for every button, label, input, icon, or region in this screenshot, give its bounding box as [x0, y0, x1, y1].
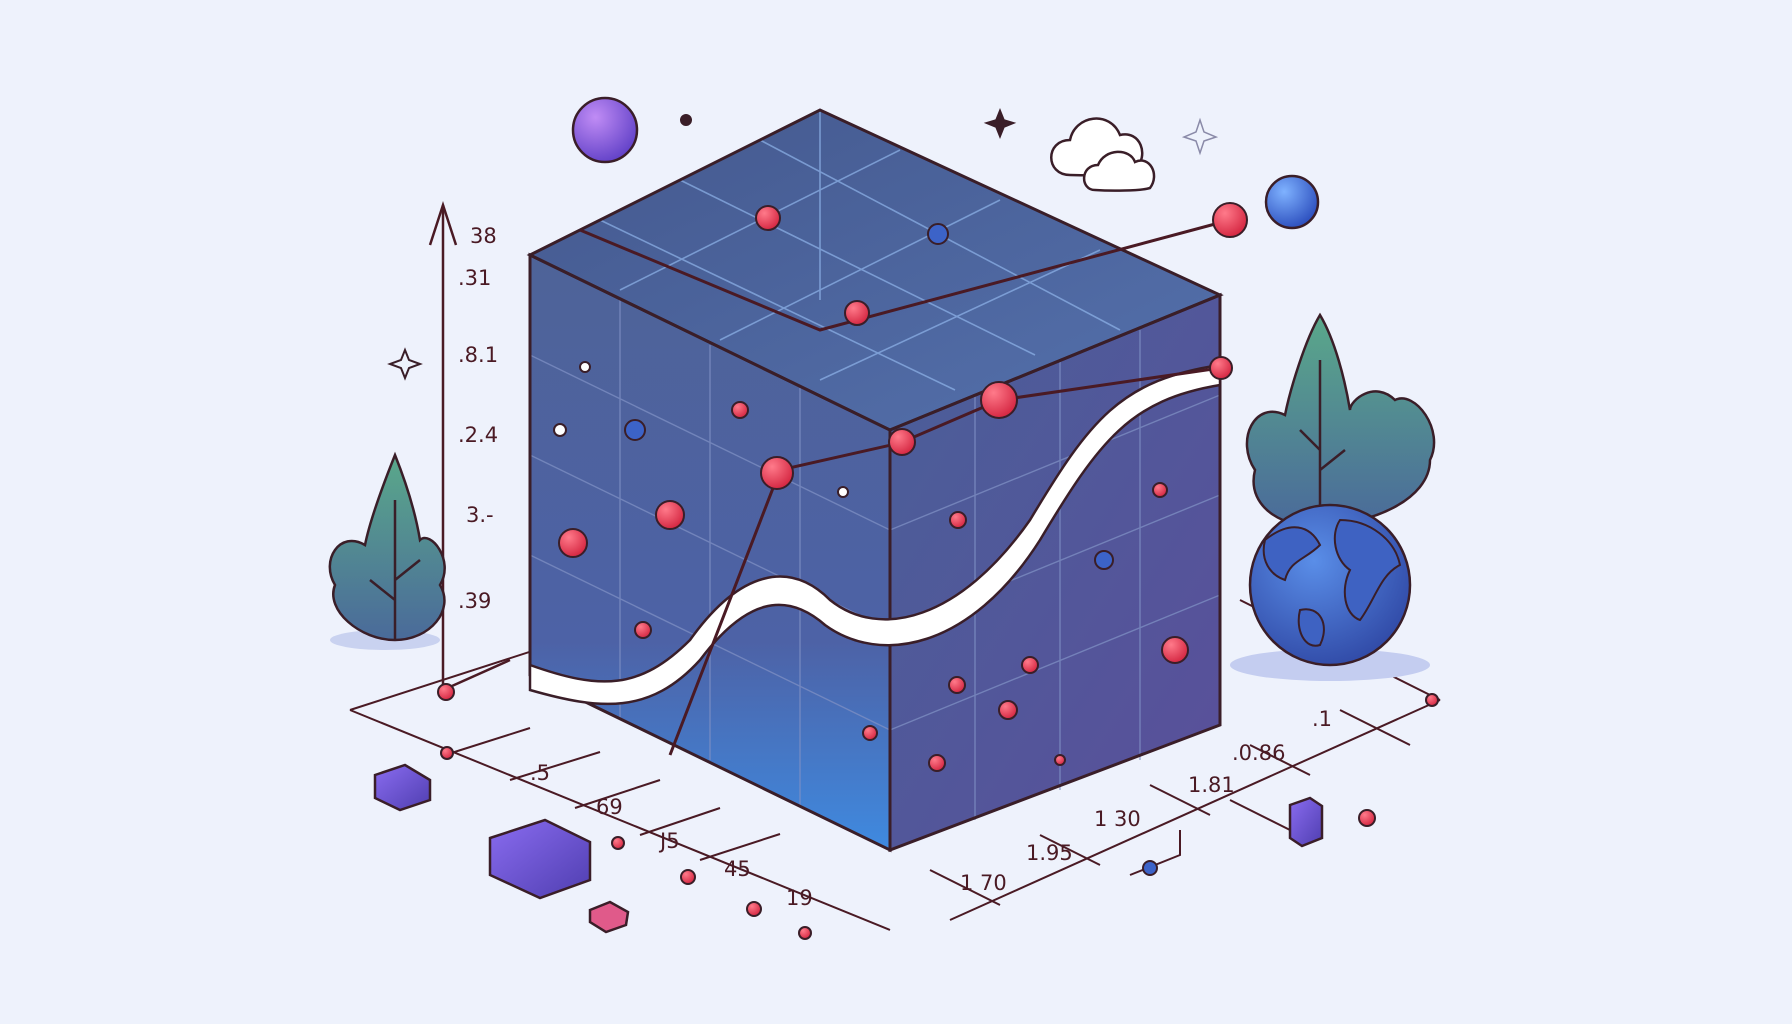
y-tick-label: .31: [458, 266, 491, 290]
globe-icon: [1230, 503, 1430, 681]
x-tick-label: 1.81: [1188, 773, 1235, 797]
x-tick-label: J5: [658, 829, 680, 853]
y-tick-label: 3.-: [466, 503, 494, 527]
data-point: [844, 300, 870, 326]
data-point: [1142, 860, 1158, 876]
data-point: [440, 746, 454, 760]
data-point: [980, 381, 1018, 419]
data-point: [1358, 809, 1376, 827]
y-tick-label: 38: [470, 224, 497, 248]
cube-right-face: [890, 295, 1220, 850]
data-point: [579, 361, 591, 373]
wave-ribbon: [528, 363, 1222, 706]
y-axis-labels: 38 .31 .8.1 .2.4 3.- .39: [458, 224, 498, 613]
floor-grid: [349, 599, 1441, 931]
x-axis-labels-left: .5 69 J5 45 19: [530, 761, 813, 910]
data-point: [1054, 754, 1066, 766]
data-point: [949, 511, 967, 529]
data-point: [624, 419, 646, 441]
data-point: [680, 869, 696, 885]
purple-sphere-icon: [571, 96, 639, 164]
data-point: [1021, 656, 1039, 674]
y-tick-label: .39: [458, 589, 491, 613]
data-point: [437, 683, 455, 701]
x-tick-label: .1: [1312, 707, 1332, 731]
x-tick-label: .5: [530, 761, 550, 785]
data-point: [927, 223, 949, 245]
data-point: [558, 528, 588, 558]
x-tick-label: 69: [596, 795, 623, 819]
data-point: [760, 456, 794, 490]
data-point: [755, 205, 781, 231]
y-tick-label: .8.1: [458, 343, 498, 367]
data-point: [948, 676, 966, 694]
data-point: [837, 486, 849, 498]
data-point: [1152, 482, 1168, 498]
data-point: [862, 725, 878, 741]
tree-left-icon: [328, 451, 446, 650]
data-point: [655, 500, 685, 530]
data-point: [731, 401, 749, 419]
sparkle-icon: [387, 107, 1219, 381]
small-cube-icon: [373, 763, 1324, 934]
data-point: [1094, 550, 1114, 570]
x-tick-label: 1 70: [960, 871, 1007, 895]
data-point: [928, 754, 946, 772]
y-tick-label: .2.4: [458, 423, 498, 447]
data-point: [680, 114, 692, 126]
data-point: [611, 836, 625, 850]
cube-top-face: [530, 110, 1220, 430]
data-point: [634, 621, 652, 639]
data-point: [888, 428, 916, 456]
data-point: [1212, 202, 1248, 238]
x-tick-label: 1.95: [1026, 841, 1073, 865]
tree-right-icon: [1245, 312, 1436, 527]
data-point: [1209, 356, 1233, 380]
data-point: [998, 700, 1018, 720]
data-point: [1425, 693, 1439, 707]
x-axis-labels-right: 1 70 1.95 1 30 1.81 .0.86 .1: [960, 707, 1332, 895]
cloud-icon: [1050, 117, 1156, 192]
data-point: [746, 901, 762, 917]
data-point: [798, 926, 812, 940]
data-point: [1161, 636, 1189, 664]
line-series-top: [579, 218, 1231, 332]
x-tick-label: 1 30: [1094, 807, 1141, 831]
x-tick-label: 19: [786, 886, 813, 910]
blue-sphere-icon: [1264, 174, 1320, 230]
x-tick-label: .0.86: [1232, 741, 1285, 765]
x-tick-label: 45: [724, 857, 751, 881]
data-points: [437, 114, 1439, 940]
data-point: [553, 423, 567, 437]
